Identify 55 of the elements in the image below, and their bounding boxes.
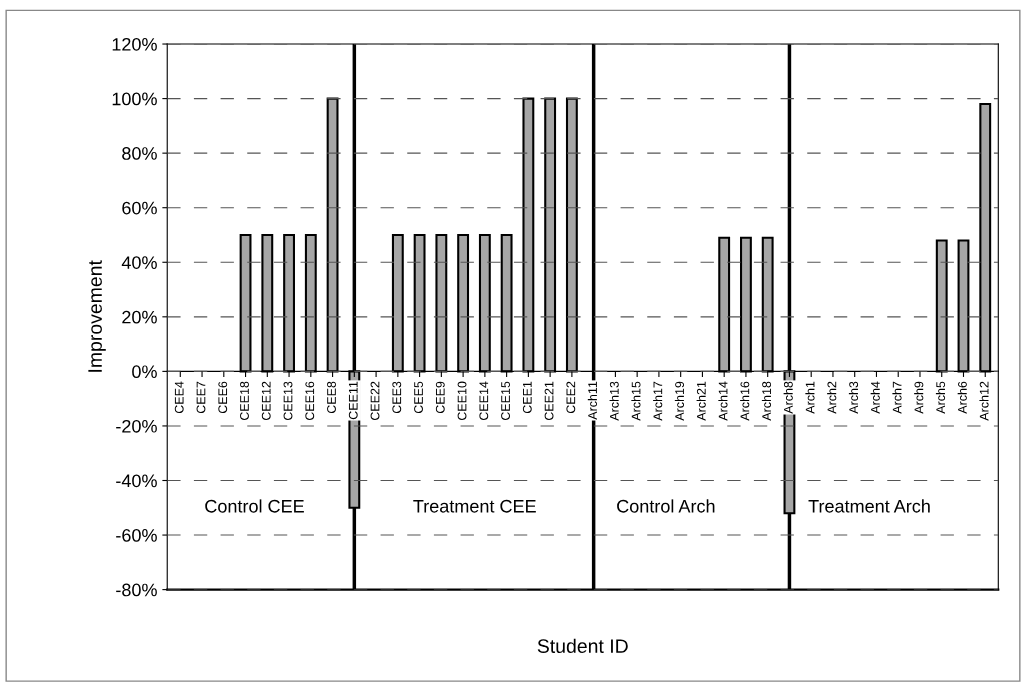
x-tick-label: Arch4 [870, 381, 880, 414]
x-tick-label: Arch1 [805, 381, 815, 414]
x-tick-label: Arch17 [653, 381, 663, 421]
y-axis-title: Improvement [88, 260, 106, 372]
x-tick-label: Arch19 [674, 381, 685, 421]
y-tick-label: -20% [116, 419, 157, 433]
x-tick-label: Arch5 [935, 381, 946, 414]
x-tick-label: Arch14 [718, 381, 728, 421]
y-tick-label: -80% [116, 583, 157, 597]
y-tick-label: 20% [122, 310, 157, 324]
annotation: Treatment CEE [413, 499, 536, 513]
x-tick-label: Arch11 [587, 381, 597, 420]
y-tick-label: -40% [116, 474, 157, 488]
x-tick-label: CEE7 [196, 381, 206, 414]
x-tick-label: CEE1 [522, 381, 532, 414]
x-tick-label: CEE14 [479, 381, 489, 421]
y-tick-label: 0% [132, 365, 157, 379]
x-tick-label: CEE8 [327, 381, 336, 414]
x-tick-label: Arch18 [761, 381, 772, 421]
x-tick-label: CEE6 [218, 381, 228, 414]
x-tick-label: CEE18 [240, 381, 249, 421]
x-tick-label: Arch9 [914, 381, 924, 414]
y-tick-label: 100% [112, 92, 157, 106]
x-tick-label: Arch7 [892, 381, 902, 414]
x-tick-label: CEE22 [370, 381, 380, 421]
x-tick-label: CEE13 [283, 381, 293, 421]
y-tick-label: 80% [122, 147, 157, 160]
x-tick-label: Arch6 [957, 381, 967, 414]
y-tick-label: 120% [112, 37, 157, 51]
x-axis-title: Student ID [537, 638, 628, 653]
x-tick-label: Arch15 [631, 381, 641, 421]
x-tick-label: CEE5 [414, 381, 423, 414]
x-tick-label: CEE21 [544, 381, 554, 421]
y-tick-label: 40% [121, 256, 157, 269]
x-tick-label: Arch16 [740, 381, 750, 421]
x-tick-label: Arch13 [609, 381, 619, 421]
annotation: Control Arch [617, 499, 715, 513]
x-tick-label: CEE4 [174, 381, 184, 414]
x-tick-label: CEE10 [457, 381, 467, 421]
x-tick-label: CEE3 [392, 381, 402, 414]
x-tick-label: Arch3 [848, 381, 859, 414]
x-tick-label: Arch2 [827, 381, 837, 414]
annotation: Control CEE [205, 499, 304, 513]
x-tick-label: CEE15 [501, 381, 510, 421]
x-tick-label: CEE2 [566, 381, 576, 414]
x-tick-label: Arch12 [979, 381, 989, 421]
x-tick-label: CEE12 [261, 381, 271, 421]
x-tick-label: Arch8 [783, 381, 793, 414]
y-tick-label: 60% [122, 201, 157, 215]
annotation: Treatment Arch [808, 499, 930, 513]
x-tick-label: CEE9 [435, 381, 445, 414]
y-tick-label: -60% [116, 528, 157, 542]
x-tick-label: CEE11 [348, 381, 358, 420]
x-tick-label: Arch21 [696, 381, 706, 421]
x-tick-label: CEE16 [305, 381, 315, 421]
